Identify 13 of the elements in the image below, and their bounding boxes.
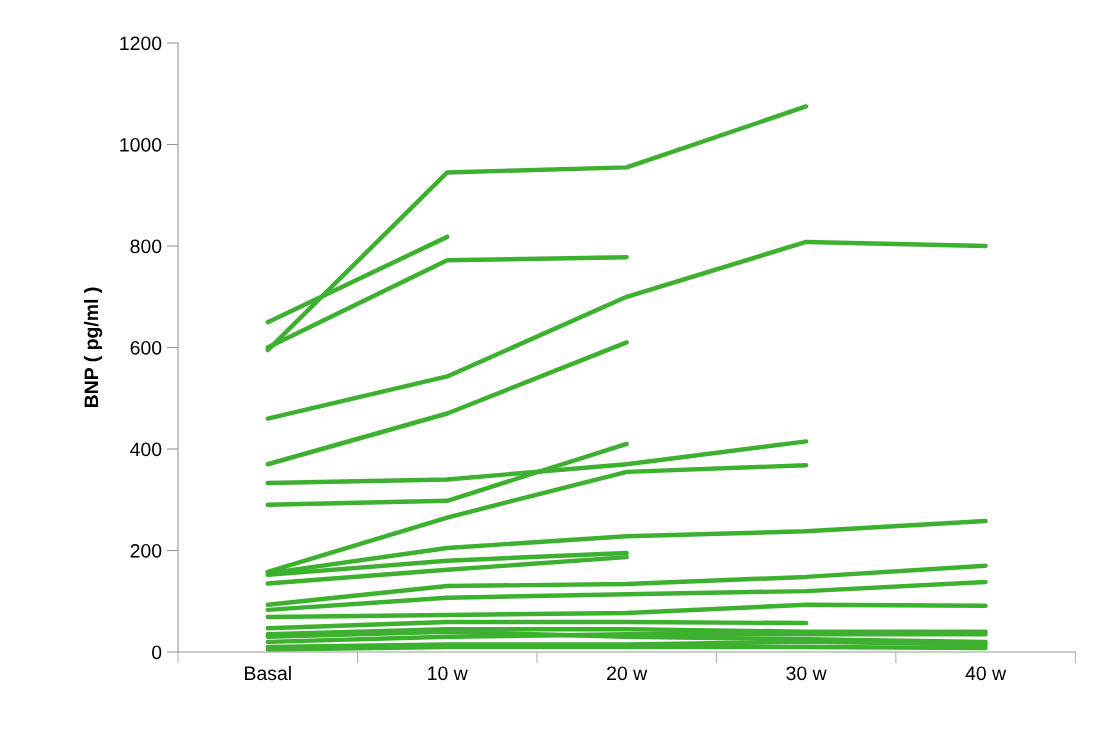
y-tick-label: 0	[152, 645, 162, 660]
x-tick-label: 10 w	[428, 666, 468, 681]
y-axis-title: BNP ( pg/ml )	[83, 287, 103, 408]
y-tick-label: 200	[130, 543, 162, 558]
y-tick-label: 400	[130, 442, 162, 457]
x-tick-label: Basal	[245, 665, 291, 681]
y-tick-label: 1200	[120, 36, 162, 51]
y-tick-label: 600	[130, 340, 162, 355]
x-tick-label: 40 w	[965, 666, 1007, 681]
x-tick-label: 30 w	[786, 666, 827, 681]
x-tick-label: 20 w	[607, 666, 648, 681]
y-tick-label: 1000	[120, 137, 162, 152]
y-tick-label: 800	[130, 239, 162, 254]
